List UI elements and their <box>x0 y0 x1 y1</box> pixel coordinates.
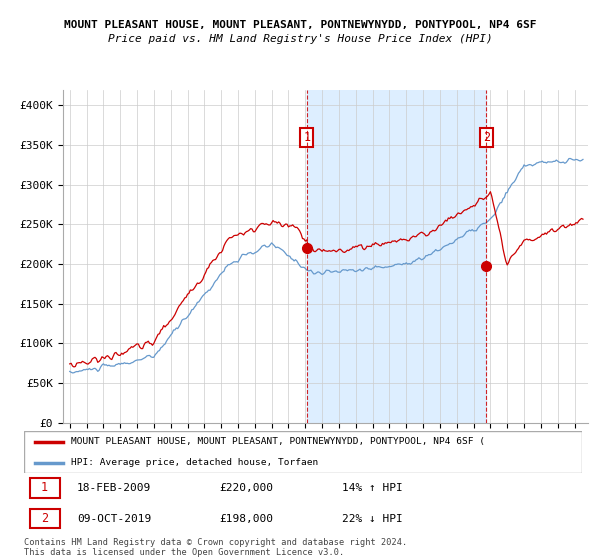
Bar <box>307 90 486 423</box>
Text: £198,000: £198,000 <box>220 514 273 524</box>
Text: 2: 2 <box>482 130 490 144</box>
Text: £220,000: £220,000 <box>220 483 273 493</box>
Text: 22% ↓ HPI: 22% ↓ HPI <box>342 514 403 524</box>
Text: MOUNT PLEASANT HOUSE, MOUNT PLEASANT, PONTNEWYNYDD, PONTYPOOL, NP4 6SF (: MOUNT PLEASANT HOUSE, MOUNT PLEASANT, PO… <box>71 437 485 446</box>
FancyBboxPatch shape <box>24 431 582 473</box>
Text: 1: 1 <box>41 481 48 494</box>
Text: 2: 2 <box>41 512 48 525</box>
Text: Contains HM Land Registry data © Crown copyright and database right 2024.
This d: Contains HM Land Registry data © Crown c… <box>24 538 407 557</box>
FancyBboxPatch shape <box>29 508 60 529</box>
Text: 18-FEB-2009: 18-FEB-2009 <box>77 483 151 493</box>
Text: 14% ↑ HPI: 14% ↑ HPI <box>342 483 403 493</box>
FancyBboxPatch shape <box>29 478 60 498</box>
Text: 09-OCT-2019: 09-OCT-2019 <box>77 514 151 524</box>
Text: MOUNT PLEASANT HOUSE, MOUNT PLEASANT, PONTNEWYNYDD, PONTYPOOL, NP4 6SF: MOUNT PLEASANT HOUSE, MOUNT PLEASANT, PO… <box>64 20 536 30</box>
Text: HPI: Average price, detached house, Torfaen: HPI: Average price, detached house, Torf… <box>71 458 319 467</box>
Text: Price paid vs. HM Land Registry's House Price Index (HPI): Price paid vs. HM Land Registry's House … <box>107 34 493 44</box>
Text: 1: 1 <box>303 130 310 144</box>
